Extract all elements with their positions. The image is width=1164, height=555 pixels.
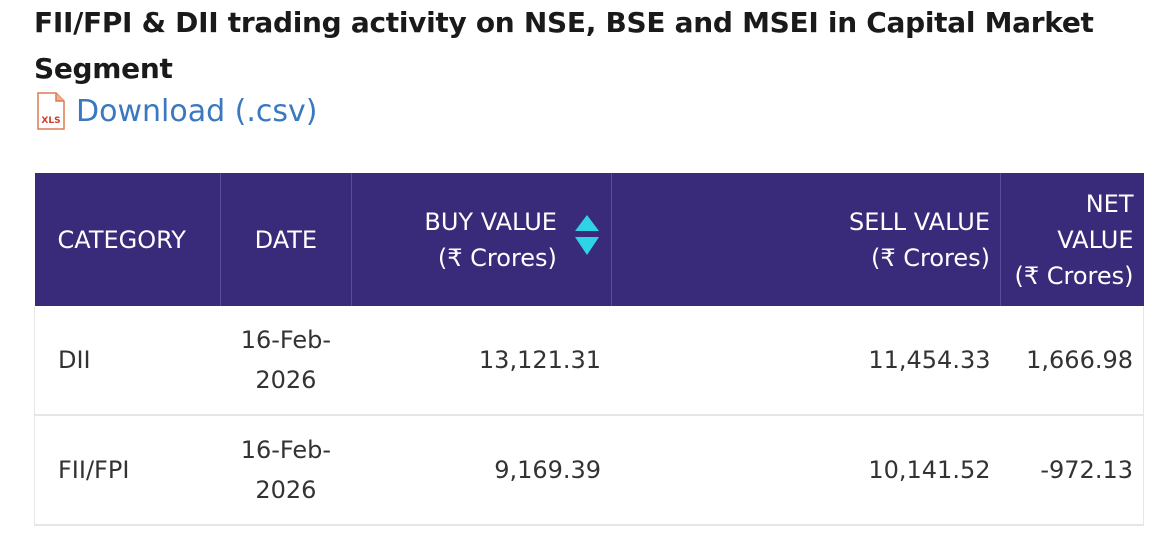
cell-category: DII [34, 306, 221, 416]
cell-sell: 11,454.33 [611, 306, 1001, 416]
trading-activity-table: CATEGORY DATE BUY VALUE (₹ Crores) SELL … [34, 173, 1144, 526]
page-title: FII/FPI & DII trading activity on NSE, B… [34, 6, 1094, 85]
header-date: DATE [220, 173, 352, 306]
header-sell-label: SELL VALUE [849, 207, 990, 236]
cell-category: FII/FPI [34, 415, 221, 526]
header-buy-label: BUY VALUE [424, 207, 557, 236]
sort-icon[interactable] [573, 213, 601, 267]
download-label: Download (.csv) [76, 93, 318, 129]
header-buy-value[interactable]: BUY VALUE (₹ Crores) [351, 173, 612, 306]
table-row: DII 16-Feb- 2026 13,121.31 11,454.33 1,66… [34, 306, 1144, 416]
header-net-value: NET VALUE (₹ Crores) [1000, 173, 1144, 306]
cell-net: 1,666.98 [1000, 306, 1144, 416]
header-buy-unit: (₹ Crores) [437, 243, 557, 272]
cell-date: 16-Feb- 2026 [220, 306, 352, 416]
header-sell-unit: (₹ Crores) [870, 243, 990, 272]
cell-sell: 10,141.52 [611, 415, 1001, 526]
header-sell-value: SELL VALUE (₹ Crores) [611, 173, 1002, 306]
cell-net: -972.13 [1000, 415, 1144, 526]
cell-date: 16-Feb- 2026 [220, 415, 352, 526]
header-net-label-1: NET [1085, 189, 1134, 218]
xls-file-icon: XLS [36, 92, 66, 130]
table-row: FII/FPI 16-Feb- 2026 9,169.39 10,141.52 -… [34, 415, 1144, 526]
cell-buy: 9,169.39 [351, 415, 612, 526]
cell-buy: 13,121.31 [351, 306, 612, 416]
header-net-unit: (₹ Crores) [1014, 261, 1134, 290]
table-header-row: CATEGORY DATE BUY VALUE (₹ Crores) SELL … [34, 173, 1144, 306]
header-category: CATEGORY [34, 173, 221, 306]
svg-text:XLS: XLS [41, 116, 60, 126]
header-net-label-2: VALUE [1057, 225, 1134, 254]
download-csv-link[interactable]: XLS Download (.csv) [36, 92, 317, 130]
